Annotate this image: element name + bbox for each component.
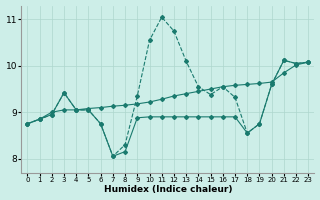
X-axis label: Humidex (Indice chaleur): Humidex (Indice chaleur) (104, 185, 232, 194)
